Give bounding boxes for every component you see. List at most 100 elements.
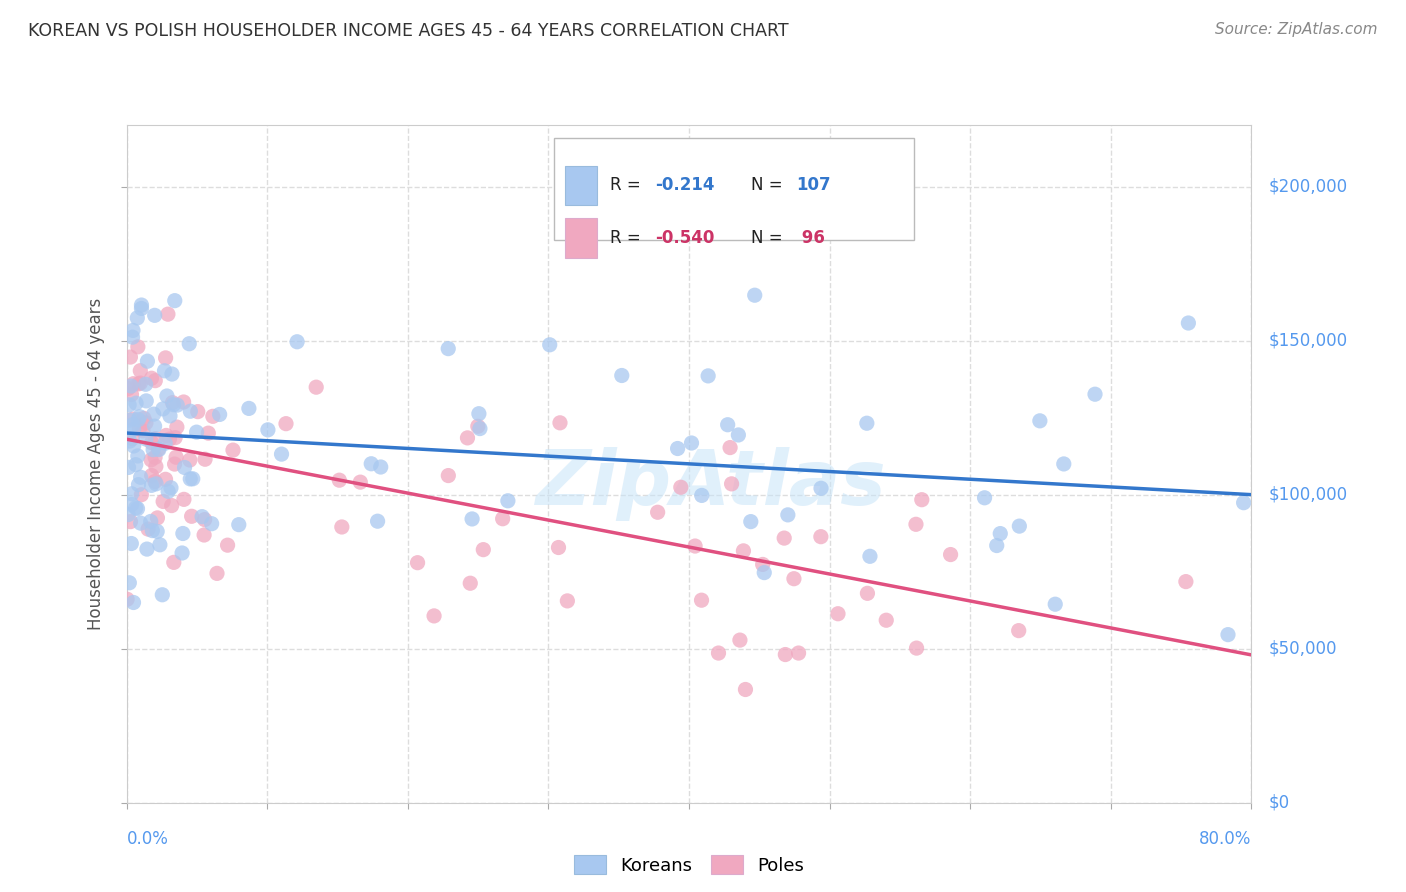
Point (155, 428, 177, 442)
Point (141, 371, 163, 385)
Point (187, 404, 209, 418)
Point (115, 592, 138, 607)
Point (143, 374, 166, 388)
Point (669, 480, 692, 494)
Point (139, 453, 162, 467)
Point (127, 376, 149, 391)
Point (118, 398, 141, 412)
Text: $50,000: $50,000 (1268, 640, 1337, 657)
Point (690, 593, 713, 607)
Point (132, 411, 155, 425)
Point (132, 424, 155, 438)
Point (125, 396, 148, 410)
Point (159, 409, 181, 423)
Text: KOREAN VS POLISH HOUSEHOLDER INCOME AGES 45 - 64 YEARS CORRELATION CHART: KOREAN VS POLISH HOUSEHOLDER INCOME AGES… (28, 22, 789, 40)
Point (157, 484, 180, 499)
Point (1029, 414, 1052, 428)
Point (733, 544, 755, 558)
Point (367, 514, 389, 528)
Point (136, 522, 159, 536)
Point (121, 432, 143, 446)
Point (143, 475, 166, 489)
Point (120, 387, 142, 401)
Point (142, 407, 165, 421)
Point (330, 520, 353, 534)
Point (727, 428, 749, 442)
Point (1008, 624, 1031, 638)
Point (179, 472, 201, 486)
Point (121, 487, 143, 501)
Point (856, 586, 879, 600)
Text: N =: N = (751, 177, 787, 194)
Point (683, 539, 706, 553)
Point (740, 515, 762, 529)
Point (120, 515, 142, 529)
Point (697, 368, 720, 383)
Point (127, 412, 149, 426)
Point (437, 342, 460, 356)
Point (120, 350, 142, 364)
Point (472, 542, 495, 557)
Text: 96: 96 (796, 229, 825, 247)
Point (875, 613, 897, 627)
Point (180, 509, 202, 524)
Point (194, 452, 217, 467)
FancyBboxPatch shape (554, 138, 914, 240)
Point (136, 354, 159, 368)
Text: $150,000: $150,000 (1268, 332, 1347, 350)
Point (257, 423, 280, 437)
Bar (565, 166, 596, 205)
Point (305, 380, 328, 394)
Point (557, 594, 579, 608)
Point (810, 481, 832, 495)
Point (131, 488, 153, 502)
Text: 80.0%: 80.0% (1199, 830, 1251, 847)
Point (160, 367, 183, 381)
Point (776, 508, 799, 522)
Point (754, 566, 776, 580)
Point (152, 401, 174, 416)
Point (986, 539, 1008, 553)
Point (172, 526, 194, 541)
Point (145, 476, 167, 491)
Point (156, 389, 179, 403)
Point (163, 457, 186, 471)
Point (205, 566, 228, 581)
Point (141, 478, 163, 492)
Point (155, 472, 177, 486)
Point (904, 517, 927, 532)
Point (135, 393, 157, 408)
Text: -0.540: -0.540 (655, 229, 714, 247)
Point (122, 323, 145, 337)
Point (120, 536, 142, 550)
Point (117, 508, 139, 522)
Point (191, 509, 214, 524)
Point (274, 417, 297, 431)
Point (153, 436, 176, 450)
Point (117, 460, 139, 475)
Point (118, 434, 141, 448)
Point (208, 408, 231, 422)
Text: 107: 107 (796, 177, 831, 194)
Point (744, 288, 766, 302)
Point (145, 459, 167, 474)
Point (988, 526, 1011, 541)
Point (458, 576, 481, 591)
Point (406, 556, 429, 570)
Point (131, 298, 153, 312)
Point (1084, 387, 1107, 401)
Point (718, 441, 741, 455)
Point (423, 608, 446, 623)
Point (1233, 496, 1256, 510)
Point (228, 517, 250, 532)
Point (181, 472, 204, 486)
Point (135, 432, 157, 446)
Point (122, 595, 145, 609)
Point (1053, 457, 1076, 471)
Point (1216, 627, 1239, 641)
Point (492, 512, 515, 526)
Legend: Koreans, Poles: Koreans, Poles (567, 848, 811, 882)
Text: $0: $0 (1268, 794, 1289, 812)
Point (328, 473, 350, 487)
Point (166, 398, 188, 412)
